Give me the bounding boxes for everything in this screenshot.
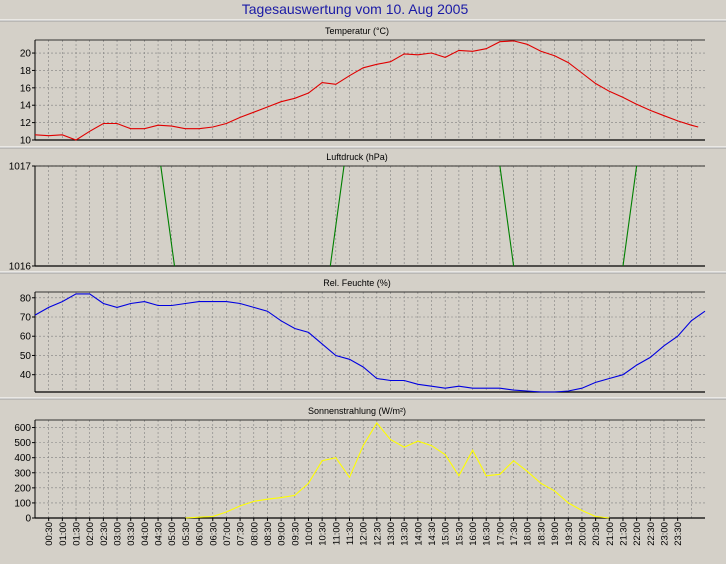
x-tick-label: 04:30 xyxy=(154,522,165,546)
x-tick-label: 12:30 xyxy=(372,522,383,546)
chart-title: Luftdruck (hPa) xyxy=(326,152,388,162)
y-tick-label: 18 xyxy=(20,66,32,77)
chart-panel-3: Rel. Feuchte (%) 40 50 60 70 80 xyxy=(0,271,726,393)
y-tick-label: 16 xyxy=(20,83,32,94)
x-tick-label: 16:00 xyxy=(468,522,479,546)
series-line-1 xyxy=(34,40,699,141)
series-line-1 xyxy=(34,293,706,393)
y-tick-label: 20 xyxy=(20,49,32,60)
x-tick-label: 22:00 xyxy=(632,522,643,546)
x-tick-label: 17:30 xyxy=(509,522,520,546)
series-line-1-segment-3 xyxy=(499,165,515,267)
x-tick-label: 21:00 xyxy=(605,522,616,546)
y-tick-label: 50 xyxy=(20,351,32,362)
x-tick-label: 03:00 xyxy=(113,522,124,546)
chart-title: Sonnenstrahlung (W/m²) xyxy=(308,406,406,416)
series-line-1-segment-4 xyxy=(622,165,638,267)
x-tick-label: 14:00 xyxy=(413,522,424,546)
x-tick-label: 01:30 xyxy=(72,522,83,546)
x-tick-label: 23:30 xyxy=(673,522,684,546)
x-tick-label: 23:00 xyxy=(659,522,670,546)
y-tick-label: 80 xyxy=(20,293,32,304)
y-tick-label: 14 xyxy=(20,101,32,112)
x-tick-label: 22:30 xyxy=(646,522,657,546)
y-tick-label: 400 xyxy=(14,453,31,464)
y-tick-label: 10 xyxy=(20,136,32,147)
x-tick-label: 10:00 xyxy=(304,522,315,546)
x-tick-label: 08:00 xyxy=(249,522,260,546)
x-tick-label: 01:00 xyxy=(58,522,69,546)
x-tick-label: 07:30 xyxy=(236,522,247,546)
x-tick-label: 16:30 xyxy=(482,522,493,546)
x-tick-label: 20:30 xyxy=(591,522,602,546)
y-tick-label: 100 xyxy=(14,498,31,509)
x-tick-label: 09:30 xyxy=(290,522,301,546)
x-tick-label: 19:00 xyxy=(550,522,561,546)
x-tick-label: 10:30 xyxy=(318,522,329,546)
x-tick-label: 04:00 xyxy=(140,522,151,546)
page-title: Tagesauswertung vom 10. Aug 2005 xyxy=(242,1,469,17)
chart-panel-2: Luftdruck (hPa) 1016 1017 xyxy=(0,146,726,273)
chart-title: Temperatur (°C) xyxy=(325,26,389,36)
chart-panels: Temperatur (°C) 10 12 14 16 18 20 Luftdruck (hP… xyxy=(0,19,726,525)
x-tick-label: 14:30 xyxy=(427,522,438,546)
x-tick-label: 18:30 xyxy=(536,522,547,546)
y-tick-label: 1016 xyxy=(9,262,32,273)
chart-title: Rel. Feuchte (%) xyxy=(323,278,391,288)
x-tick-label: 17:00 xyxy=(495,522,506,546)
y-tick-label: 500 xyxy=(14,438,31,449)
y-tick-label: 60 xyxy=(20,332,32,343)
x-tick-label: 05:00 xyxy=(167,522,178,546)
x-tick-label: 18:00 xyxy=(523,522,534,546)
y-tick-label: 1017 xyxy=(9,162,32,173)
x-tick-label: 15:00 xyxy=(441,522,452,546)
x-tick-label: 02:30 xyxy=(99,522,110,546)
y-tick-label: 300 xyxy=(14,468,31,479)
x-tick-label: 11:30 xyxy=(345,522,356,545)
chart-panel-1: Temperatur (°C) 10 12 14 16 18 20 xyxy=(0,19,726,147)
y-tick-label: 12 xyxy=(20,118,32,129)
x-tick-label: 05:30 xyxy=(181,522,192,546)
y-tick-label: 0 xyxy=(25,514,31,525)
y-tick-label: 600 xyxy=(14,423,31,434)
x-tick-label: 21:30 xyxy=(618,522,629,546)
x-tick-label: 20:00 xyxy=(577,522,588,546)
series-line-1-segment-1 xyxy=(160,165,176,267)
x-tick-label: 12:00 xyxy=(359,522,370,546)
x-tick-label: 08:30 xyxy=(263,522,274,546)
x-tick-label: 09:00 xyxy=(277,522,288,546)
x-tick-label: 11:00 xyxy=(331,522,342,545)
x-tick-label: 00:30 xyxy=(44,522,55,546)
x-tick-label: 07:00 xyxy=(222,522,233,546)
y-tick-label: 40 xyxy=(20,370,32,381)
chart-panel-4: Sonnenstrahlung (W/m²) 0 100 200 300 400 500 60… xyxy=(0,397,726,525)
series-line-1-segment-2 xyxy=(329,165,345,267)
x-tick-label: 13:30 xyxy=(400,522,411,546)
x-tick-label: 06:00 xyxy=(195,522,206,546)
y-tick-label: 70 xyxy=(20,313,32,324)
time-axis: 00:30 01:00 01:30 02:00 02:30 03:00 03:30 04:00… xyxy=(44,518,684,546)
x-tick-label: 19:30 xyxy=(564,522,575,546)
x-tick-label: 06:30 xyxy=(208,522,219,546)
x-tick-label: 03:30 xyxy=(126,522,137,546)
x-tick-label: 02:00 xyxy=(85,522,96,546)
series-line-1 xyxy=(185,422,610,519)
y-tick-label: 200 xyxy=(14,483,31,494)
x-tick-label: 15:30 xyxy=(454,522,465,546)
x-tick-label: 13:00 xyxy=(386,522,397,546)
